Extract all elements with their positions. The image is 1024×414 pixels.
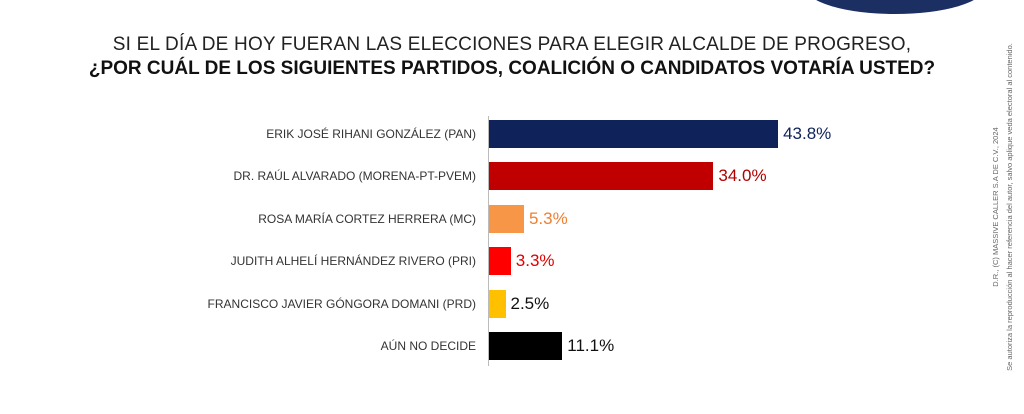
copyright-notice: D.R., (C) MASSIVE CALLER S.A DE C.V., 20…: [989, 43, 1017, 371]
bar: [489, 162, 714, 191]
bar: [489, 289, 506, 318]
category-label: JUDITH ALHELÍ HERNÁNDEZ RIVERO (PRI): [230, 254, 476, 269]
bar: [489, 332, 563, 360]
category-label: ROSA MARÍA CORTEZ HERRERA (MC): [258, 211, 476, 226]
chart-title: SI EL DÍA DE HOY FUERAN LAS ELECCIONES P…: [112, 34, 912, 55]
y-axis-line: [488, 116, 489, 366]
category-label: DR. RAÚL ALVARADO (MORENA-PT-PVEM): [233, 169, 476, 184]
data-label: 11.1%: [567, 336, 615, 355]
data-label: 3.3%: [515, 251, 555, 271]
data-label: 2.5%: [510, 293, 550, 313]
category-label: FRANCISCO JAVIER GÓNGORA DOMANI (PRD): [207, 296, 476, 311]
bar: [489, 120, 779, 148]
category-label: ERIK JOSÉ RIHANI GONZÁLEZ (PAN): [266, 127, 476, 141]
data-label: 34.0%: [718, 166, 767, 186]
copyright-line-2: Se autoriza la reproducción al hacer ref…: [1005, 43, 1014, 371]
data-label: 43.8%: [783, 124, 832, 143]
copyright-line-1: D.R., (C) MASSIVE CALLER S.A DE C.V., 20…: [991, 127, 1000, 287]
category-label: AÚN NO DECIDE: [380, 339, 476, 353]
chart-subtitle: ¿POR CUÁL DE LOS SIGUIENTES PARTIDOS, CO…: [88, 58, 936, 79]
bar: [489, 247, 511, 276]
data-label: 5.3%: [528, 208, 568, 228]
bar: [489, 204, 524, 233]
decorative-ellipse: [805, 0, 985, 14]
